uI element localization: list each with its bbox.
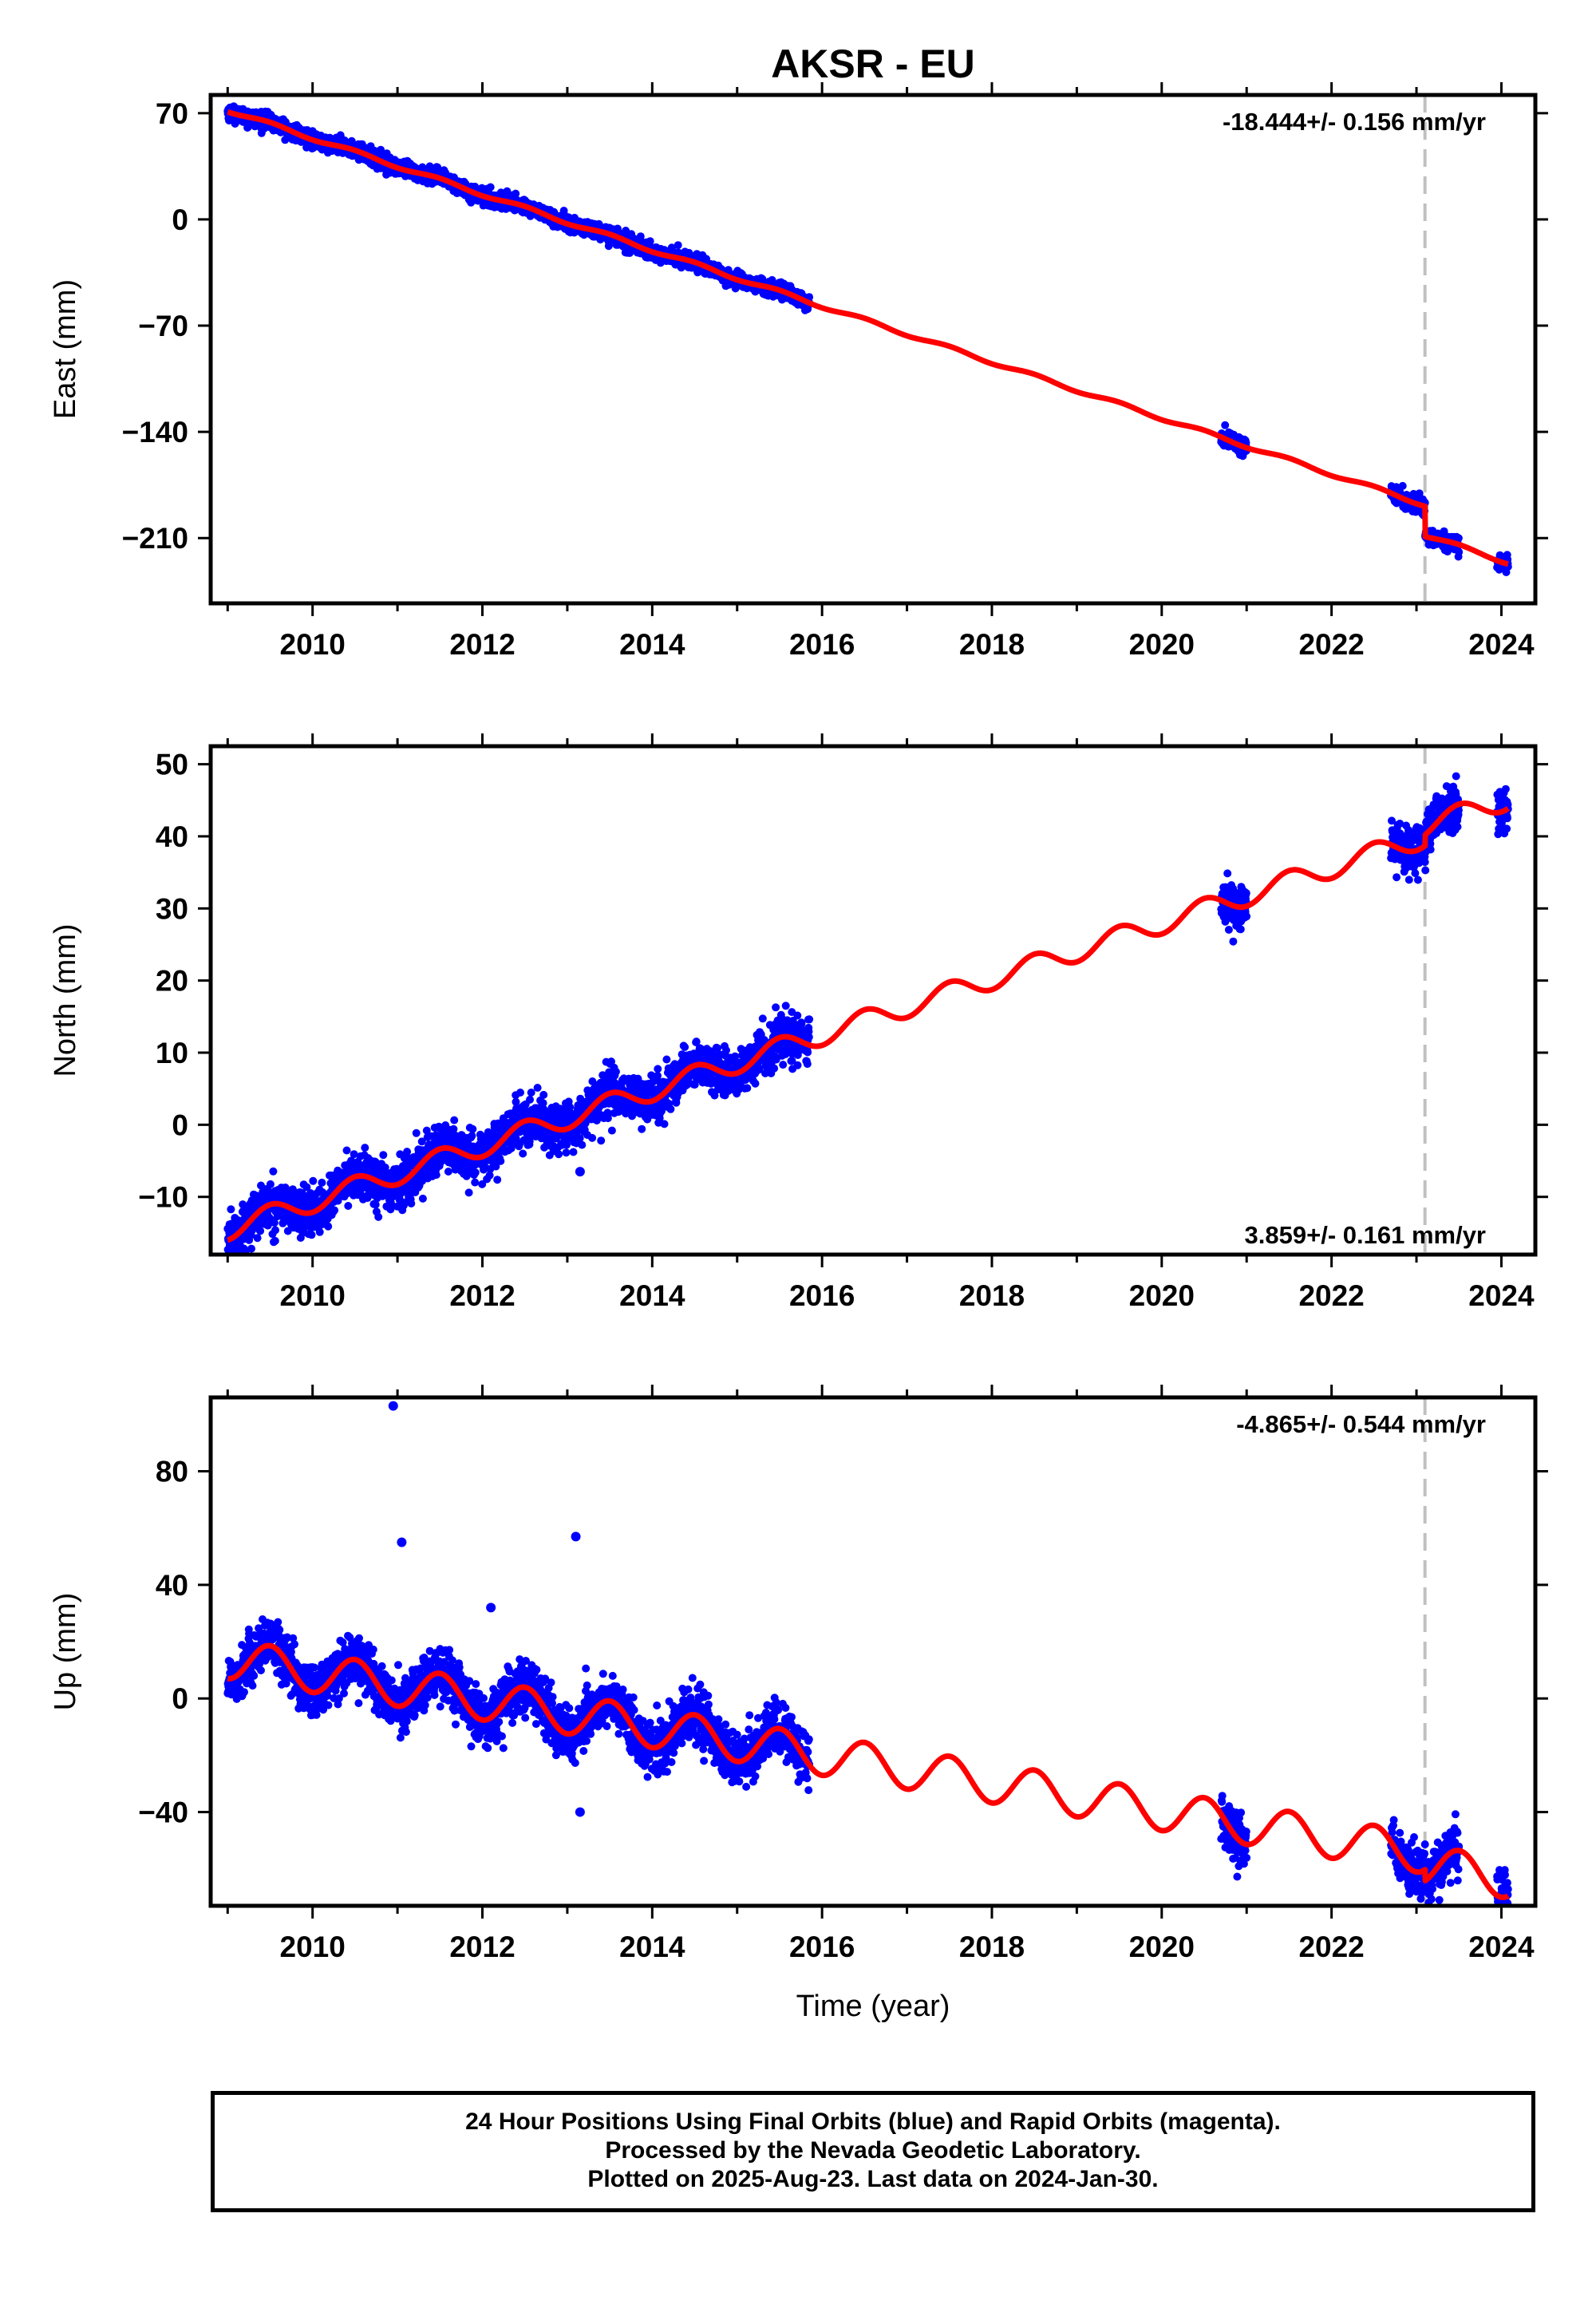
- data-point: [318, 1178, 326, 1187]
- x-tick-label: 2010: [280, 628, 346, 661]
- rate-annotation: -18.444+/- 0.156 mm/yr: [1223, 108, 1486, 136]
- data-point: [307, 1231, 316, 1239]
- data-point: [324, 1222, 333, 1231]
- y-tick-label: −210: [122, 522, 188, 555]
- data-point: [377, 145, 385, 154]
- data-point: [666, 1105, 675, 1113]
- data-point: [418, 1194, 427, 1203]
- data-point: [432, 1171, 440, 1180]
- data-point: [269, 1167, 278, 1176]
- data-point: [1221, 421, 1230, 429]
- panel-east: 2010 2012 2014 2016 2018 2020 2022 2024 70 0 −70 −1…: [49, 82, 1548, 661]
- data-point: [569, 1148, 578, 1156]
- panel-north: 2010 2012 2014 2016 2018 2020 2022 202450403020…: [49, 733, 1548, 1312]
- data-point: [271, 1226, 279, 1235]
- data-point: [681, 1043, 689, 1051]
- data-point: [309, 1176, 318, 1185]
- y-tick-label: −140: [122, 416, 188, 449]
- x-tick-label: 2016: [789, 628, 855, 661]
- data-point: [638, 1124, 646, 1133]
- data-point: [527, 1089, 535, 1097]
- x-tick-label: 2012: [449, 628, 515, 661]
- data-points-north: [223, 772, 1512, 1267]
- data-point: [611, 1067, 620, 1076]
- data-point: [533, 1084, 542, 1092]
- y-tick-label: 70: [156, 97, 188, 130]
- data-point: [516, 1089, 524, 1097]
- y-tick-label: −70: [138, 310, 188, 342]
- data-point: [654, 1065, 662, 1073]
- data-point: [266, 1180, 275, 1188]
- x-tick-label: 2024: [1468, 628, 1535, 661]
- data-point: [1398, 481, 1407, 490]
- y-tick-label: 0: [172, 204, 188, 236]
- data-point: [412, 1128, 421, 1137]
- data-point: [253, 1234, 262, 1243]
- data-point: [496, 1156, 505, 1165]
- data-point: [271, 1236, 279, 1245]
- data-point: [471, 1168, 480, 1177]
- data-point: [256, 1227, 265, 1235]
- data-point: [578, 1140, 587, 1149]
- plot-area-north: [223, 746, 1512, 1267]
- data-point: [464, 1188, 473, 1197]
- data-point: [526, 1095, 534, 1104]
- data-point: [444, 1168, 452, 1176]
- data-point: [227, 1205, 235, 1214]
- data-point: [379, 1151, 388, 1160]
- data-point: [342, 1146, 351, 1155]
- data-point: [486, 183, 495, 192]
- data-point: [493, 1176, 502, 1184]
- data-point: [471, 1178, 480, 1187]
- y-axis-label: East (mm): [49, 279, 82, 419]
- data-point: [407, 1199, 416, 1207]
- data-point: [361, 1144, 369, 1152]
- data-point: [607, 1126, 616, 1135]
- data-point: [562, 1148, 571, 1157]
- data-point: [519, 1149, 527, 1158]
- figure-title: AKSR - EU: [771, 41, 975, 86]
- data-point: [555, 1150, 563, 1159]
- x-tick-label: 2014: [619, 628, 685, 661]
- x-tick-label: 2022: [1298, 628, 1364, 661]
- data-point: [654, 1071, 662, 1080]
- data-point: [344, 1202, 353, 1210]
- data-point: [588, 1133, 597, 1142]
- data-point: [450, 1116, 459, 1124]
- data-point: [539, 1090, 548, 1099]
- data-point: [646, 237, 654, 246]
- data-point: [597, 1136, 606, 1145]
- data-point: [467, 198, 476, 207]
- data-point: [240, 1259, 248, 1267]
- data-point: [468, 1124, 477, 1133]
- data-point: [247, 1244, 255, 1253]
- data-point: [662, 1055, 671, 1064]
- plot-area-east: [223, 95, 1512, 603]
- data-point: [660, 1120, 669, 1128]
- data-point: [281, 136, 290, 144]
- x-tick-label: 2020: [1129, 628, 1195, 661]
- data-point: [315, 1227, 324, 1236]
- data-point: [1455, 547, 1464, 556]
- data-point: [374, 1212, 383, 1221]
- x-tick-label: 2018: [959, 628, 1025, 661]
- data-point: [674, 241, 682, 250]
- data-point: [330, 1206, 339, 1215]
